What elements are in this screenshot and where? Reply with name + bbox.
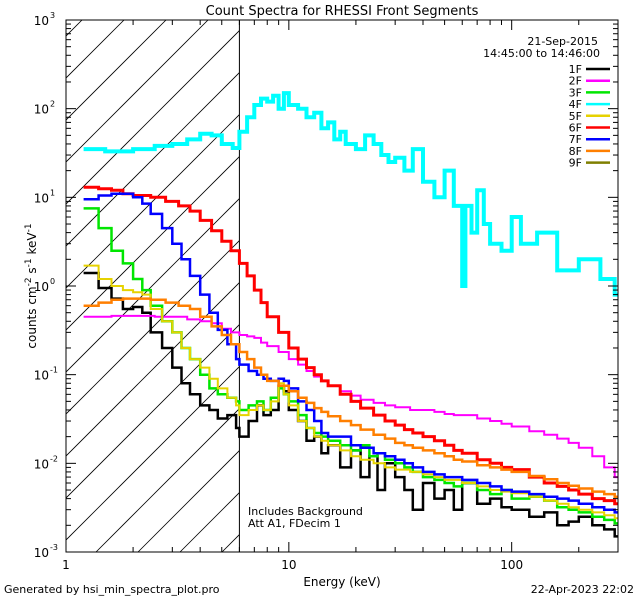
x-tick-label: 1 [62,558,70,572]
legend-label-5F: 5F [569,110,582,123]
y-axis-label-part: s [25,267,39,277]
y-tick-label-exp: -2 [50,454,58,463]
y-tick-label: 10 [34,280,49,294]
y-axis-label-part: keV [25,232,39,259]
y-tick-label-exp: 3 [50,11,55,20]
hatch-line [66,20,83,37]
hatch-line [66,20,167,121]
x-tick-label: 100 [500,558,523,572]
y-axis-label-part: counts cm [25,286,39,348]
y-tick-label: 10 [34,103,49,117]
y-axis-label-exp: -2 [24,277,34,286]
hatch-line [66,20,125,79]
y-tick-label: 10 [34,369,49,383]
legend-label-1F: 1F [569,63,582,76]
hatch-line [66,156,240,331]
series-line-6F [83,185,618,506]
legend-label-9F: 9F [569,157,582,170]
hatched-region [0,0,640,552]
hatch-line [66,114,240,289]
y-tick-label-exp: -3 [50,543,58,552]
y-axis-label-exp: -1 [24,258,34,267]
plot-frame [65,19,619,553]
series-line-5F [83,264,618,520]
series-line-1F [83,271,618,538]
footer-timestamp: 22-Apr-2023 22:02 [530,583,634,596]
hatch-line [264,0,640,552]
y-tick-label-exp: 2 [50,100,55,109]
y-tick-label: 10 [34,14,49,28]
svg-text:counts cm-2 s-1 keV-1: counts cm-2 s-1 keV-1 [24,223,39,348]
legend-label-3F: 3F [569,86,582,99]
y-axis-label-exp: -1 [24,223,34,232]
series-line-7F [83,192,618,514]
hatch-line [66,72,240,247]
y-tick-label: 10 [34,546,49,560]
y-axis-label: counts cm-2 s-1 keV-1 [24,223,39,348]
hatch-line [95,408,240,552]
date-label: 21-Sep-2015 [527,35,598,48]
hatch-line [0,0,26,552]
hatch-line [66,366,240,541]
legend-label-4F: 4F [569,98,582,111]
y-tick-label-exp: 1 [50,188,55,197]
series-group [83,91,618,538]
x-tick-label: 10 [281,558,296,572]
hatch-line [66,324,240,499]
footer-generated-by: Generated by hsi_min_spectra_plot.pro [4,583,220,596]
hatch-line [306,0,640,552]
hatch-line [66,20,209,163]
hatch-line [66,282,240,457]
y-tick-label: 10 [34,457,49,471]
series-line-4F [83,91,618,297]
tick-group [65,20,619,553]
y-tick-label: 10 [34,191,49,205]
legend-label-6F: 6F [569,122,582,135]
legend-label-8F: 8F [569,145,582,158]
legend-label-7F: 7F [569,133,582,146]
time-range-label: 14:45:00 to 14:46:00 [483,47,600,60]
legend-label-2F: 2F [569,75,582,88]
series-line-8F [83,297,618,498]
annotation-attenuator: Att A1, FDecim 1 [248,517,341,530]
hatch-line [66,198,240,373]
chart-title: Count Spectra for RHESSI Front Segments [206,4,479,19]
x-axis-label: Energy (keV) [303,575,380,589]
hatch-line [137,450,240,552]
annotation-background: Includes Background [248,505,363,518]
y-tick-label-exp: 0 [50,277,55,286]
hatch-line [66,30,240,205]
y-tick-label-exp: -1 [50,366,58,375]
hatch-line [66,240,240,415]
